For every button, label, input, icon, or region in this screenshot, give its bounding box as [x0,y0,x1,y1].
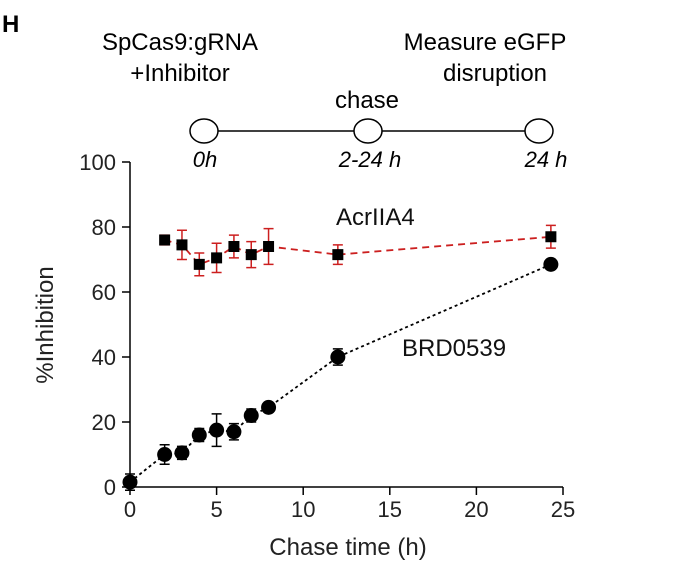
y-tick-label-40: 40 [92,345,116,370]
marker-acriia4-2 [193,258,205,270]
marker-acriia4-6 [263,241,275,252]
marker-brd0539-7 [261,399,277,415]
timeline-step3-line1: Measure eGFP [404,29,567,56]
timeline-step1-line2: +Inhibitor [130,60,229,87]
y-tick-label-20: 20 [92,410,116,435]
timeline-node-start [189,118,219,144]
marker-acriia4-3 [211,252,223,264]
marker-brd0539-5 [226,424,242,440]
series-label-brd0539: BRD0539 [402,335,506,362]
marker-brd0539-4 [209,422,225,438]
axis-ticks: 0 5 10 15 20 25 0 20 40 60 80 100 [79,150,575,522]
timeline-chase-label: chase [335,87,399,114]
marker-acriia4-1 [176,239,188,251]
series-line-acriia4 [164,235,551,266]
y-axis-title: %Inhibition [32,266,59,383]
marker-brd0539-6 [243,408,259,423]
x-axis-title: Chase time (h) [269,534,426,561]
marker-brd0539-8 [330,349,346,365]
timeline-node-end [524,118,554,144]
marker-acriia4-4 [228,241,240,252]
y-tick-label-80: 80 [92,215,116,240]
marker-brd0539-9 [543,256,559,272]
x-tick-label-20: 20 [464,497,488,522]
y-tick-label-100: 100 [79,150,116,175]
x-tick-label-25: 25 [551,497,575,522]
series-label-acriia4: AcrIIA4 [336,204,415,231]
timeline-step3-line2: disruption [443,60,547,87]
marker-brd0539-2 [174,445,190,461]
timeline-step1-line1: SpCas9:gRNA [102,29,258,56]
x-tick-label-5: 5 [210,497,222,522]
marker-brd0539-0 [122,474,138,490]
timeline-node-label-2-24h: 2-24 h [338,147,401,172]
series-line-brd0539 [129,263,552,483]
marker-acriia4-8 [545,231,557,243]
data-markers [122,231,559,490]
panel-label: H [2,11,19,38]
series-lines [129,235,552,483]
y-tick-label-0: 0 [104,475,116,500]
marker-acriia4-7 [332,249,344,261]
timeline-node-label-24h: 24 h [524,147,568,172]
x-tick-label-10: 10 [291,497,315,522]
x-tick-label-0: 0 [124,497,136,522]
marker-acriia4-0 [159,234,171,246]
marker-brd0539-3 [191,427,207,443]
timeline-node-chase [353,118,383,144]
marker-acriia4-5 [245,249,257,261]
x-tick-label-15: 15 [378,497,402,522]
y-tick-label-60: 60 [92,280,116,305]
marker-brd0539-1 [157,447,173,462]
timeline-node-label-0h: 0h [193,147,217,172]
